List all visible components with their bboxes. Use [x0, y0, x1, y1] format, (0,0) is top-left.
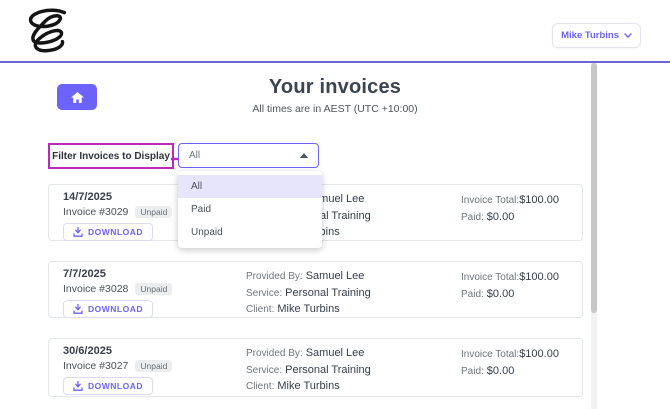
- invoice-details: Provided By:Samuel Lee Service:Personal …: [246, 345, 371, 395]
- top-divider: [0, 61, 670, 63]
- invoice-total-row: Invoice Total:$100.00: [461, 194, 559, 206]
- client-row: Client:Mike Turbins: [246, 303, 340, 315]
- status-badge: Unpaid: [135, 359, 173, 373]
- filter-annotation-label: Filter Invoices to Display: [52, 150, 170, 162]
- invoice-date: 7/7/2025: [63, 268, 106, 280]
- caret-up-icon: [300, 153, 308, 158]
- chevron-down-icon: [624, 33, 632, 38]
- download-label: DOWNLOAD: [88, 304, 143, 314]
- invoice-amounts: Invoice Total:$100.00 Paid: $0.00: [461, 192, 559, 225]
- service-row: Service:Personal Training: [246, 286, 371, 299]
- client-row: Client:Mike Turbins: [246, 380, 340, 392]
- dropdown-option-all[interactable]: All: [178, 175, 322, 198]
- invoice-summary: 14/7/2025 Invoice #3029 Unpaid DOWNLOAD: [63, 191, 173, 242]
- dropdown-option-unpaid[interactable]: Unpaid: [191, 227, 223, 238]
- page-subtitle: All times are in AEST (UTC +10:00): [252, 103, 418, 115]
- user-menu-button[interactable]: Mike Turbins: [552, 23, 641, 48]
- service-row: Service:Personal Training: [246, 363, 371, 376]
- filter-selected-value: All: [189, 150, 201, 161]
- status-badge: Unpaid: [135, 205, 173, 219]
- dropdown-option-paid[interactable]: Paid: [191, 204, 212, 215]
- invoice-total-row: Invoice Total:$100.00: [461, 271, 559, 283]
- download-button[interactable]: DOWNLOAD: [63, 377, 153, 395]
- download-label: DOWNLOAD: [88, 381, 143, 391]
- provided-by-row: Provided By:Samuel Lee: [246, 347, 365, 359]
- download-button[interactable]: DOWNLOAD: [63, 223, 153, 241]
- invoice-number: Invoice #3027: [63, 360, 129, 372]
- invoice-summary: 30/6/2025 Invoice #3027 Unpaid DOWNLOAD: [63, 345, 173, 396]
- invoice-amounts: Invoice Total:$100.00 Paid: $0.00: [461, 269, 559, 302]
- invoice-card: 30/6/2025 Invoice #3027 Unpaid DOWNLOAD …: [48, 338, 583, 397]
- paid-row: Paid: $0.00: [461, 364, 515, 377]
- download-icon: [73, 227, 83, 237]
- home-button[interactable]: [57, 84, 97, 110]
- invoice-date: 30/6/2025: [63, 345, 112, 357]
- scribble-logo: [18, 4, 76, 61]
- download-icon: [73, 304, 83, 314]
- invoice-card: 7/7/2025 Invoice #3028 Unpaid DOWNLOAD P…: [48, 261, 583, 318]
- download-label: DOWNLOAD: [88, 227, 143, 237]
- invoice-amounts: Invoice Total:$100.00 Paid: $0.00: [461, 346, 559, 379]
- scribble-logo-icon: [28, 8, 67, 53]
- page-title: Your invoices: [268, 76, 402, 98]
- invoice-details: Provided By:Samuel Lee Service:Personal …: [246, 268, 371, 318]
- filter-select[interactable]: All: [178, 143, 319, 168]
- invoice-number: Invoice #3029: [63, 206, 129, 218]
- invoice-total-row: Invoice Total:$100.00: [461, 348, 559, 360]
- paid-row: Paid: $0.00: [461, 287, 515, 300]
- invoice-date: 14/7/2025: [63, 191, 112, 203]
- provided-by-row: Provided By:Samuel Lee: [246, 270, 365, 282]
- scrollbar-thumb[interactable]: [591, 63, 597, 313]
- filter-annotation-box: Filter Invoices to Display: [48, 143, 174, 169]
- download-button[interactable]: DOWNLOAD: [63, 300, 153, 318]
- invoice-summary: 7/7/2025 Invoice #3028 Unpaid DOWNLOAD: [63, 268, 173, 319]
- download-icon: [73, 381, 83, 391]
- status-badge: Unpaid: [135, 282, 173, 296]
- filter-dropdown-menu: All Paid Unpaid: [178, 171, 322, 248]
- home-icon: [70, 91, 84, 103]
- paid-row: Paid: $0.00: [461, 210, 515, 223]
- user-name-label: Mike Turbins: [561, 30, 619, 41]
- invoice-number: Invoice #3028: [63, 283, 129, 295]
